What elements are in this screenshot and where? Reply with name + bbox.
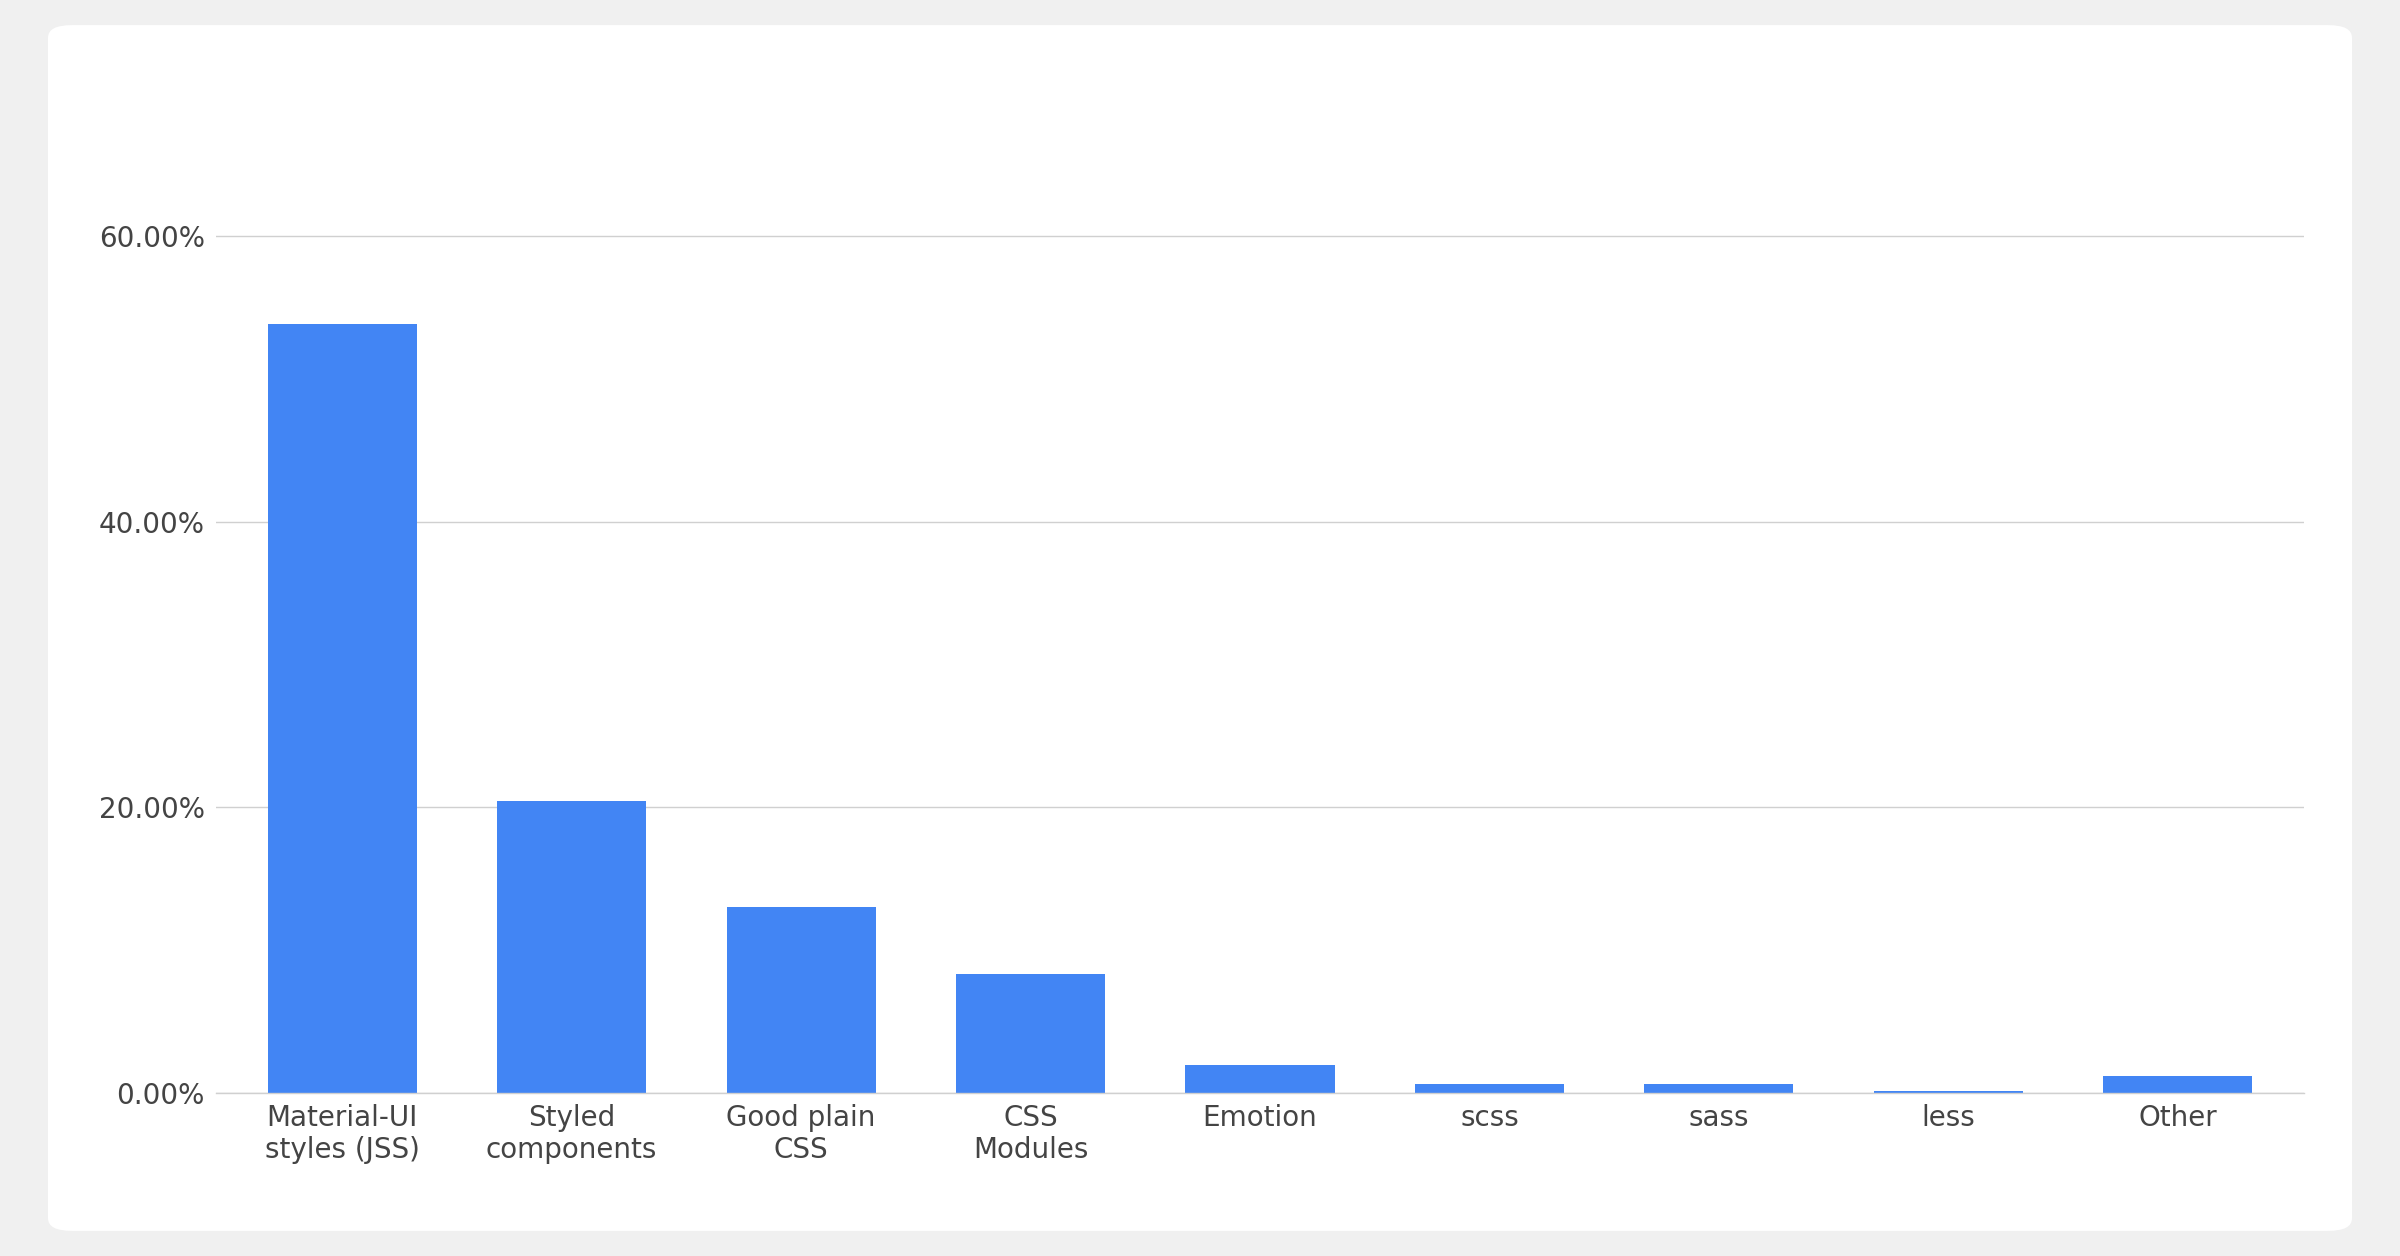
Bar — [955, 975, 1104, 1093]
Bar — [1644, 1084, 1793, 1093]
Bar — [2102, 1075, 2251, 1093]
Bar — [269, 324, 418, 1093]
Bar — [1874, 1091, 2023, 1093]
Bar — [497, 801, 646, 1093]
Bar — [1416, 1084, 1565, 1093]
Bar — [1186, 1065, 1334, 1093]
Bar — [727, 907, 876, 1093]
